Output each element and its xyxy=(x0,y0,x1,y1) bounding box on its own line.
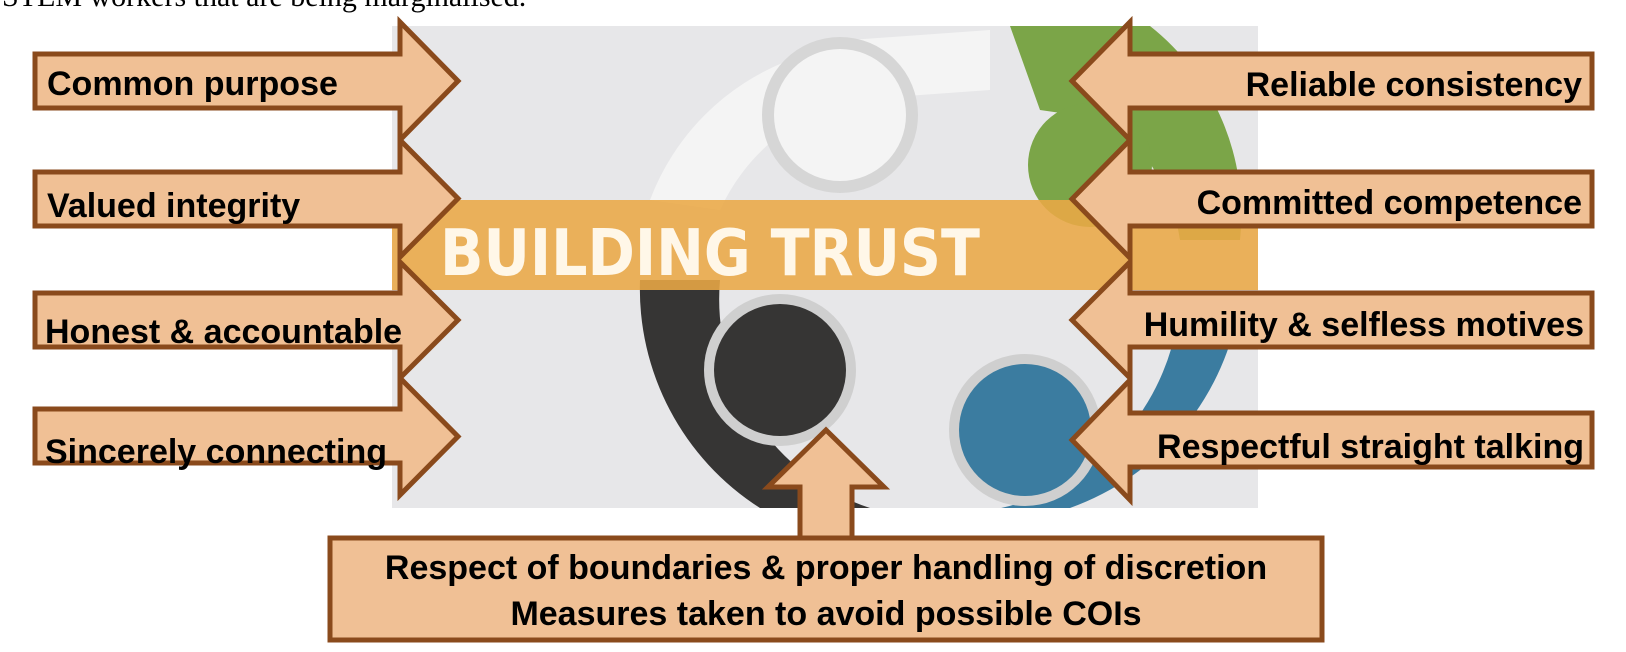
arrow-label-committed-competence: Committed competence xyxy=(1197,184,1582,222)
arrow-label-respectful-talking: Respectful straight talking xyxy=(1157,428,1584,466)
arrow-left-honest-accountable xyxy=(32,255,462,385)
arrow-left-valued-integrity xyxy=(32,133,462,264)
gear-node-dark xyxy=(714,304,846,436)
bottom-box-line-1: Respect of boundaries & proper handling … xyxy=(385,549,1267,587)
bottom-box-line-2: Measures taken to avoid possible COIs xyxy=(510,595,1141,633)
header-text-partial: STEM workers that are being marginalised… xyxy=(2,0,526,13)
arrow-label-honest-accountable: Honest & accountable xyxy=(45,313,402,351)
arrow-left-common-purpose xyxy=(32,15,462,147)
arrow-label-sincerely-connecting: Sincerely connecting xyxy=(45,433,387,471)
arrow-up-bottom xyxy=(761,426,891,543)
arrow-label-common-purpose: Common purpose xyxy=(47,65,338,103)
arrow-label-valued-integrity: Valued integrity xyxy=(47,187,300,225)
arrow-right-respectful-talking xyxy=(1068,373,1595,507)
arrow-label-humility-selfless: Humility & selfless motives xyxy=(1144,306,1584,344)
gear-node-blue xyxy=(959,364,1091,496)
bottom-box xyxy=(327,535,1325,643)
gear-node-white xyxy=(774,49,906,181)
banner-title: BUILDING TRUST xyxy=(440,217,980,291)
arrow-left-sincerely-connecting xyxy=(32,371,462,502)
arrow-right-reliable-consistency xyxy=(1068,15,1595,147)
arrow-right-humility-selfless xyxy=(1068,255,1595,385)
arrow-label-reliable-consistency: Reliable consistency xyxy=(1246,66,1582,104)
arrow-right-committed-competence xyxy=(1068,133,1595,265)
gear-segment-dark xyxy=(639,280,870,508)
